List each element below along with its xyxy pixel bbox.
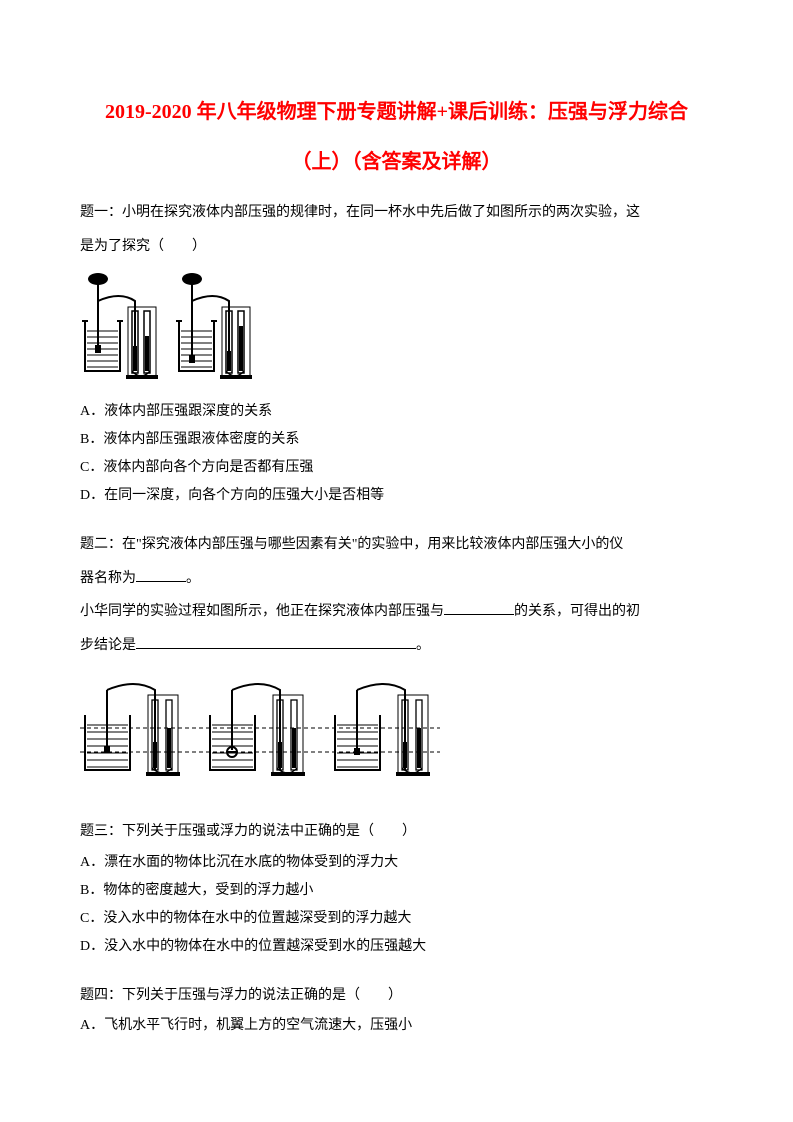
q2-blank-3 [136,635,416,649]
doc-title-line2: （上）（含答案及详解） [80,140,713,184]
q1-option-c: C．液体内部向各个方向是否都有压强 [80,454,713,482]
q2-line3-pre: 步结论是 [80,638,136,653]
q2-blank-1 [136,568,186,582]
q2-blank-2 [444,601,514,615]
q2-stem-line2-pre: 器名称为 [80,571,136,586]
q3-option-d: D．没入水中的物体在水中的位置越深受到水的压强越大 [80,933,713,961]
doc-title-line1: 2019-2020 年八年级物理下册专题讲解+课后训练：压强与浮力综合 [80,90,713,134]
q1-option-a: A．液体内部压强跟深度的关系 [80,398,713,426]
q4-stem: 题四：下列关于压强与浮力的说法正确的是（ ） [80,979,713,1013]
q2-line2-post: 的关系，可得出的初 [514,604,640,619]
q3-option-b: B．物体的密度越大，受到的浮力越小 [80,877,713,905]
q1-diagram-2 [174,271,264,381]
q2-line3-end: 。 [416,638,430,653]
q4-option-a: A．飞机水平飞行时，机翼上方的空气流速大，压强小 [80,1012,713,1040]
q1-figure [80,271,713,394]
q2-stem-line1: 题二：在"探究液体内部压强与哪些因素有关"的实验中，用来比较液体内部压强大小的仪 [80,528,713,562]
q3-option-a: A．漂在水面的物体比沉在水底的物体受到的浮力大 [80,849,713,877]
q2-stem-line2: 器名称为 。 [80,562,713,596]
spacer [80,797,713,815]
q1-option-d: D．在同一深度，向各个方向的压强大小是否相等 [80,482,713,510]
q1-option-b: B．液体内部压强跟液体密度的关系 [80,426,713,454]
q3-stem: 题三：下列关于压强或浮力的说法中正确的是（ ） [80,815,713,849]
q1-stem-line1: 题一：小明在探究液体内部压强的规律时，在同一杯水中先后做了如图所示的两次实验，这 [80,196,713,230]
spacer [80,510,713,528]
q2-line2-pre: 小华同学的实验过程如图所示，他正在探究液体内部压强与 [80,604,444,619]
q2-line3: 步结论是 。 [80,629,713,663]
spacer [80,961,713,979]
q2-diagram [80,670,440,780]
q2-line2: 小华同学的实验过程如图所示，他正在探究液体内部压强与 的关系，可得出的初 [80,595,713,629]
q2-figure [80,670,713,793]
q3-option-c: C．没入水中的物体在水中的位置越深受到的浮力越大 [80,905,713,933]
q1-stem-line2: 是为了探究（ ） [80,230,713,264]
q1-diagram-1 [80,271,170,381]
q2-stem-line2-end: 。 [186,571,200,586]
